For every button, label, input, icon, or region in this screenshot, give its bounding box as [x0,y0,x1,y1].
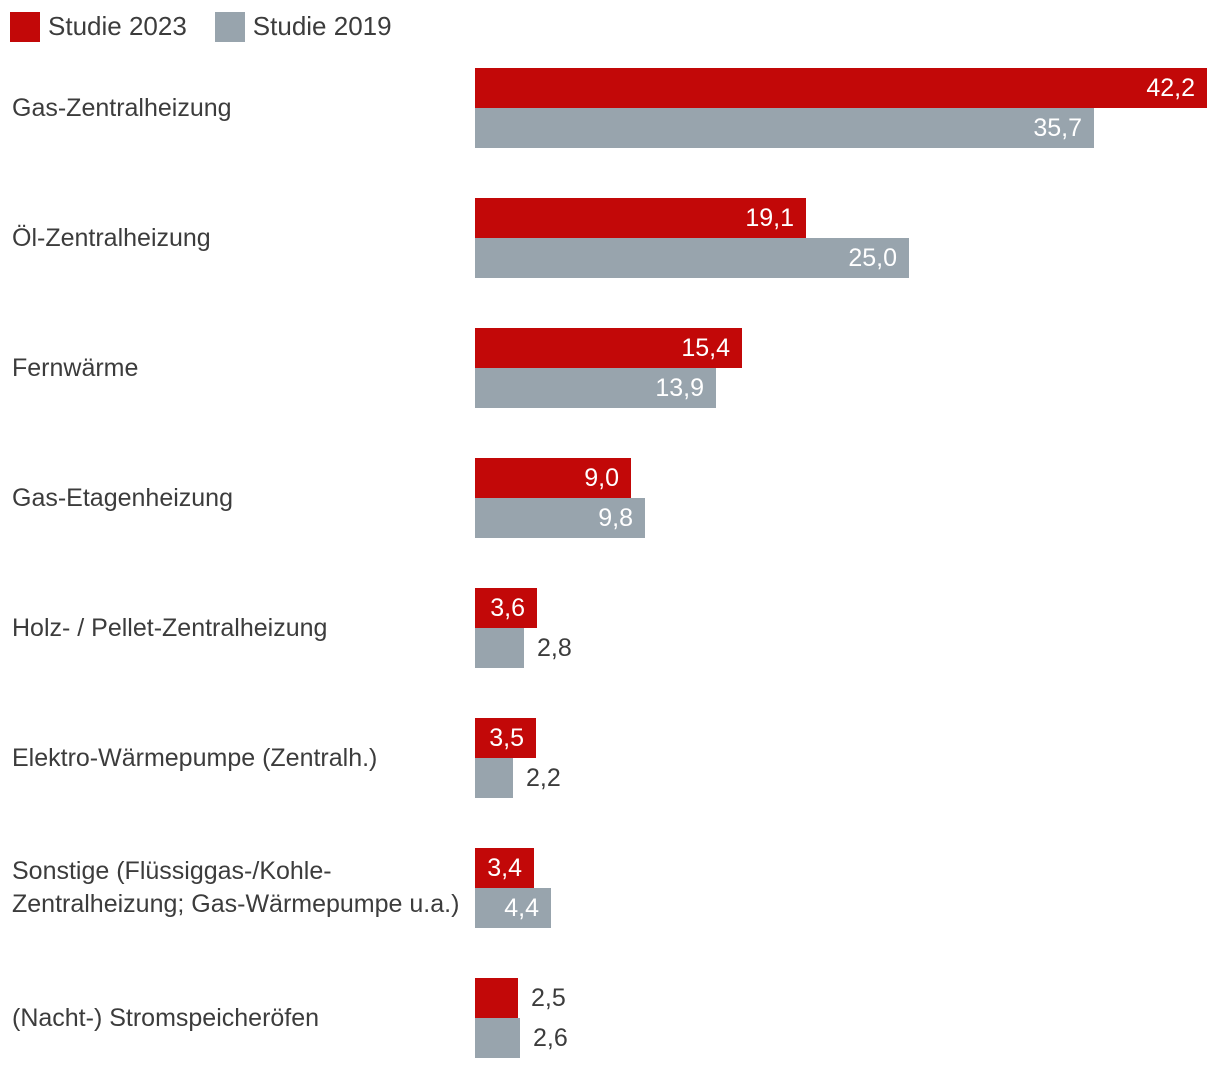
value-label: 35,7 [1033,114,1082,142]
legend-item-studie-2023: Studie 2023 [10,11,187,42]
bar-studie-2019: 13,9 [475,368,716,408]
value-label: 3,5 [489,724,524,752]
category-label: Sonstige (Flüssiggas-/Kohle- Zentralheiz… [12,857,460,918]
bar-studie-2019: 4,4 [475,888,551,928]
bar-studie-2019: 2,6 [475,1018,568,1058]
bar-studie-2019: 2,2 [475,758,561,798]
bar-studie-2023: 42,2 [475,68,1207,108]
bar-group: Gas-Zentralheizung 42,2 35,7 [0,68,1220,148]
bar-studie-2019: 25,0 [475,238,909,278]
legend: Studie 2023 Studie 2019 [10,11,392,42]
value-label: 42,2 [1146,74,1195,102]
value-label: 15,4 [681,334,730,362]
value-label: 13,9 [655,374,704,402]
category-label: Elektro-Wärmepumpe (Zentralh.) [12,743,378,772]
legend-item-studie-2019: Studie 2019 [214,11,392,42]
legend-label-studie-2023: Studie 2023 [48,11,187,41]
bar-studie-2023: 9,0 [475,458,631,498]
bar-studie-2023: 2,5 [475,978,566,1018]
bar-studie-2019: 9,8 [475,498,645,538]
legend-swatch-studie-2023-icon [10,11,40,42]
bar-group: (Nacht-) Stromspeicheröfen 2,5 2,6 [0,978,1220,1058]
value-label: 3,4 [487,854,522,882]
bar-group: Sonstige (Flüssiggas-/Kohle- Zentralheiz… [0,848,1220,928]
value-label: 2,2 [526,764,561,792]
category-label: Fernwärme [12,353,139,382]
bar-studie-2023: 3,6 [475,588,537,628]
bar-group: Holz- / Pellet-Zentralheizung 3,6 2,8 [0,588,1220,668]
bar-studie-2023: 15,4 [475,328,742,368]
value-label: 3,6 [490,594,525,622]
bar-group: Elektro-Wärmepumpe (Zentralh.) 3,5 2,2 [0,718,1220,798]
bar-group: Fernwärme 15,4 13,9 [0,328,1220,408]
value-label: 2,8 [537,634,572,662]
category-label: Gas-Zentralheizung [12,93,232,122]
bar-studie-2019: 2,8 [475,628,572,668]
bar-studie-2019: 35,7 [475,108,1094,148]
bar-studie-2023: 3,5 [475,718,536,758]
value-label: 19,1 [745,204,794,232]
value-label: 9,0 [584,464,619,492]
category-label: Holz- / Pellet-Zentralheizung [12,613,328,642]
value-label: 2,6 [533,1024,568,1052]
value-label: 4,4 [504,894,539,922]
value-label: 2,5 [531,984,566,1012]
legend-label-studie-2019: Studie 2019 [252,11,392,41]
bar-group: Gas-Etagenheizung 9,0 9,8 [0,458,1220,538]
category-label: Öl-Zentralheizung [12,223,211,252]
value-label: 25,0 [848,244,897,272]
bar-studie-2023: 19,1 [475,198,806,238]
value-label: 9,8 [598,504,633,532]
category-label: Gas-Etagenheizung [12,483,233,512]
bar-group: Öl-Zentralheizung 19,1 25,0 [0,198,1220,278]
bar-studie-2023: 3,4 [475,848,534,888]
category-label: (Nacht-) Stromspeicheröfen [12,1003,320,1032]
legend-swatch-studie-2019-icon [214,11,245,42]
